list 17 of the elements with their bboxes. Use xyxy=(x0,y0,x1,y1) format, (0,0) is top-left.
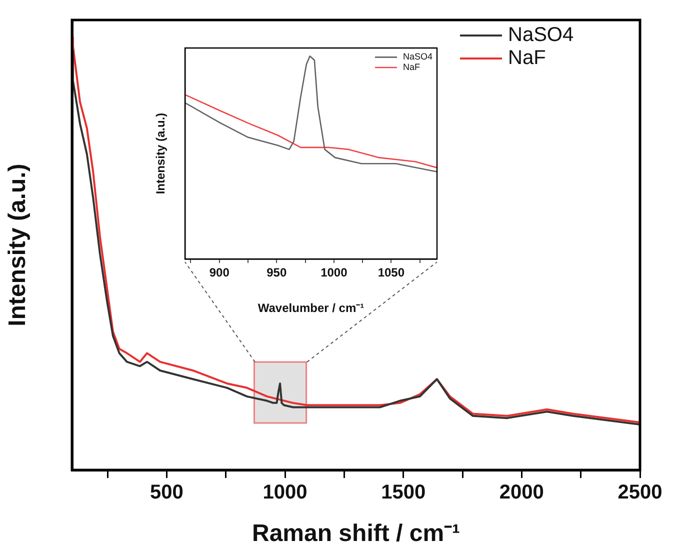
x-tick-label: 2500 xyxy=(618,482,662,504)
legend-label: NaSO4 xyxy=(508,24,574,46)
y-axis-title: Intensity (a.u.) xyxy=(154,112,168,194)
x-tick-label: 1000 xyxy=(262,482,308,504)
x-tick-label: 2000 xyxy=(499,482,544,504)
y-axis-title: Intensity (a.u.) xyxy=(4,164,32,326)
x-axis-title: Raman shift / cm⁻¹ xyxy=(252,520,460,548)
x-tick-label: 950 xyxy=(266,266,287,280)
legend-label: NaSO4 xyxy=(403,52,433,62)
x-tick-label: 1500 xyxy=(381,482,426,504)
x-axis-title: Wavelumber / cm⁻¹ xyxy=(258,301,364,316)
x-tick-label: 900 xyxy=(209,266,230,280)
x-tick-label: 500 xyxy=(150,482,184,504)
x-tick-label: 1000 xyxy=(320,266,348,280)
legend-label: NaF xyxy=(508,47,546,70)
legend-label: NaF xyxy=(403,62,421,72)
x-tick-label: 1050 xyxy=(378,266,405,280)
